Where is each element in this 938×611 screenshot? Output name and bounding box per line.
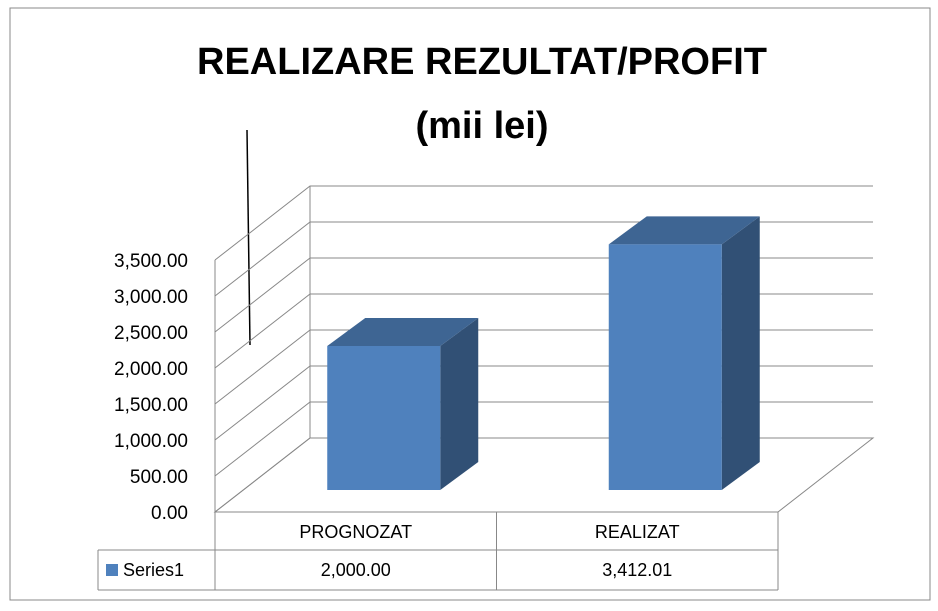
y-tick-label: 3,000.00 <box>114 287 188 308</box>
y-tick-label: 1,500.00 <box>114 395 188 416</box>
value-label: 3,412.01 <box>602 560 672 580</box>
grid-line <box>214 185 873 261</box>
bar <box>327 318 479 490</box>
x-tick-label: REALIZAT <box>595 522 680 542</box>
legend-label: Series1 <box>123 560 184 580</box>
y-tick-label: 0.00 <box>151 503 188 524</box>
chart-title: (mii lei) <box>415 105 548 147</box>
bar-top <box>327 318 479 346</box>
bar-side <box>721 216 760 491</box>
y-tick-label: 3,500.00 <box>114 251 188 272</box>
y-tick-label: 2,000.00 <box>114 359 188 380</box>
chart-border <box>9 7 931 601</box>
legend-swatch <box>106 564 118 576</box>
bar-side <box>440 318 479 490</box>
y-tick-label: 1,000.00 <box>114 431 188 452</box>
value-label: 2,000.00 <box>321 560 391 580</box>
y-tick-label: 500.00 <box>130 467 188 488</box>
bar <box>608 216 760 491</box>
bar-top <box>608 216 760 245</box>
chart-title: REALIZARE REZULTAT/PROFIT <box>197 41 767 83</box>
x-tick-label: PROGNOZAT <box>299 522 412 542</box>
bar-front <box>327 346 441 490</box>
bar-front <box>608 244 722 490</box>
stray-line <box>246 129 251 346</box>
y-tick-label: 2,500.00 <box>114 323 188 344</box>
